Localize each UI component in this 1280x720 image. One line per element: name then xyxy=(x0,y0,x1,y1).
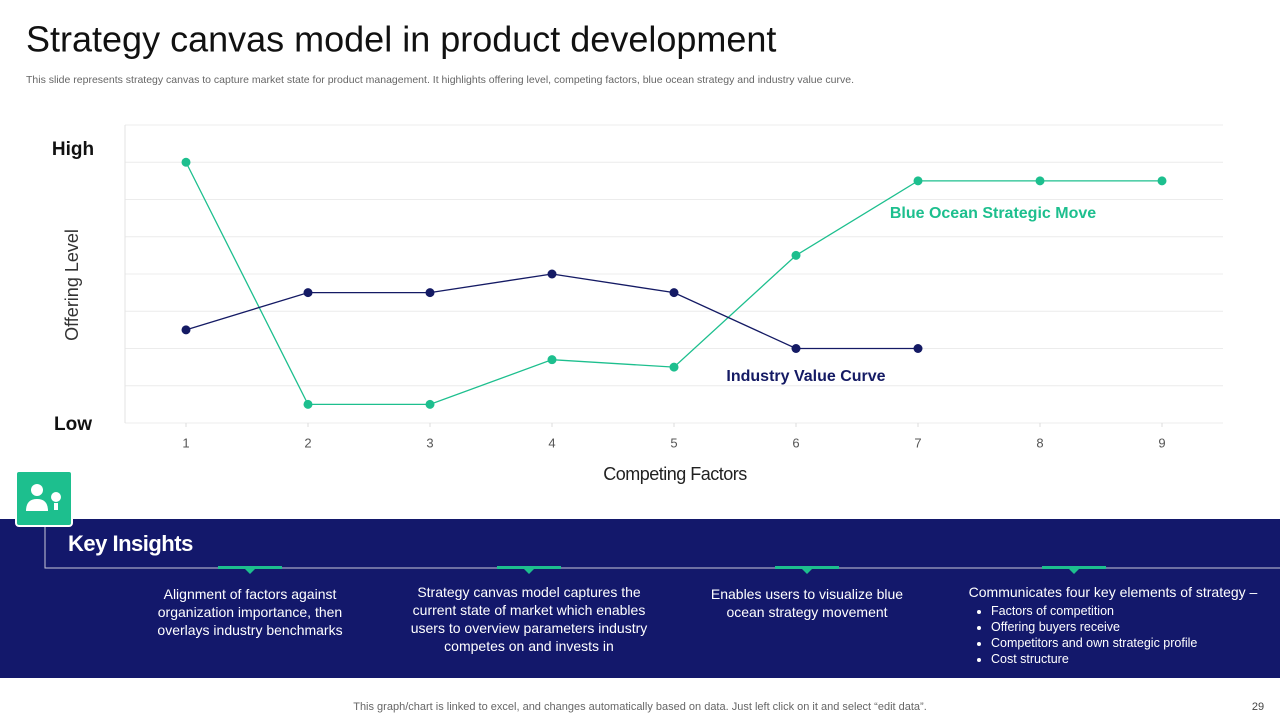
x-axis-label: Competing Factors xyxy=(603,464,747,484)
insight: Enables users to visualize blue ocean st… xyxy=(692,585,922,621)
data-point xyxy=(791,250,801,260)
data-point xyxy=(181,157,191,167)
insight-marker-tip xyxy=(524,569,534,574)
data-point xyxy=(913,344,923,353)
series-label: Blue Ocean Strategic Move xyxy=(890,205,1096,222)
insight-marker-tip xyxy=(802,569,812,574)
data-point xyxy=(181,325,191,335)
x-tick-label: 3 xyxy=(426,435,433,450)
data-point xyxy=(547,269,557,279)
insight-text: Alignment of factors against organizatio… xyxy=(157,586,343,638)
data-point xyxy=(669,362,679,372)
data-point xyxy=(303,399,313,409)
insight-marker xyxy=(497,566,561,569)
x-tick-label: 5 xyxy=(670,435,677,450)
data-point xyxy=(425,288,435,298)
y-axis-label: Offering Level xyxy=(62,229,82,341)
insights-title: Key Insights xyxy=(68,531,193,556)
page-number: 29 xyxy=(1252,701,1264,713)
insight-text: Communicates four key elements of strate… xyxy=(968,584,1258,600)
insight-marker xyxy=(1042,566,1106,569)
data-point xyxy=(1157,176,1167,186)
x-tick-label: 1 xyxy=(182,435,189,450)
insight-marker-tip xyxy=(245,569,255,574)
insight-text: Enables users to visualize blue ocean st… xyxy=(710,586,904,620)
subtitle: This slide represents strategy canvas to… xyxy=(26,74,854,86)
footer: This graph/chart is linked to excel, and… xyxy=(353,701,927,713)
insight-bullet: Factors of competition xyxy=(991,603,1273,619)
data-point xyxy=(547,355,557,365)
x-tick-label: 9 xyxy=(1158,435,1165,450)
title: Strategy canvas model in product develop… xyxy=(26,19,776,60)
insight-marker xyxy=(775,566,839,569)
series-label: Industry Value Curve xyxy=(726,368,885,385)
x-tick-label: 4 xyxy=(548,435,555,450)
data-point xyxy=(913,176,923,186)
insight-marker xyxy=(218,566,282,569)
data-point xyxy=(791,344,801,353)
data-point xyxy=(669,288,679,298)
y-low-label: Low xyxy=(54,414,92,435)
insight-text: Strategy canvas model captures the curre… xyxy=(410,584,648,654)
data-point xyxy=(425,399,435,409)
insights-bracket xyxy=(44,527,1280,569)
data-point xyxy=(303,288,313,298)
insights-icon xyxy=(15,470,73,527)
x-tick-label: 8 xyxy=(1036,435,1043,450)
insight-bullets: Factors of competitionOffering buyers re… xyxy=(953,603,1273,667)
insight-bullet: Cost structure xyxy=(991,651,1273,667)
x-tick-label: 2 xyxy=(304,435,311,450)
insight-bullet: Offering buyers receive xyxy=(991,619,1273,635)
x-tick-label: 7 xyxy=(914,435,921,450)
icon-glyph xyxy=(26,484,61,511)
insight: Strategy canvas model captures the curre… xyxy=(399,583,659,655)
data-point xyxy=(1035,176,1045,186)
y-high-label: High xyxy=(52,139,94,160)
x-tick-label: 6 xyxy=(792,435,799,450)
insight-marker-tip xyxy=(1069,569,1079,574)
insight-bullet: Competitors and own strategic profile xyxy=(991,635,1273,651)
insights-band xyxy=(0,519,1280,678)
insight: Communicates four key elements of strate… xyxy=(953,583,1273,667)
insight: Alignment of factors against organizatio… xyxy=(143,585,358,639)
